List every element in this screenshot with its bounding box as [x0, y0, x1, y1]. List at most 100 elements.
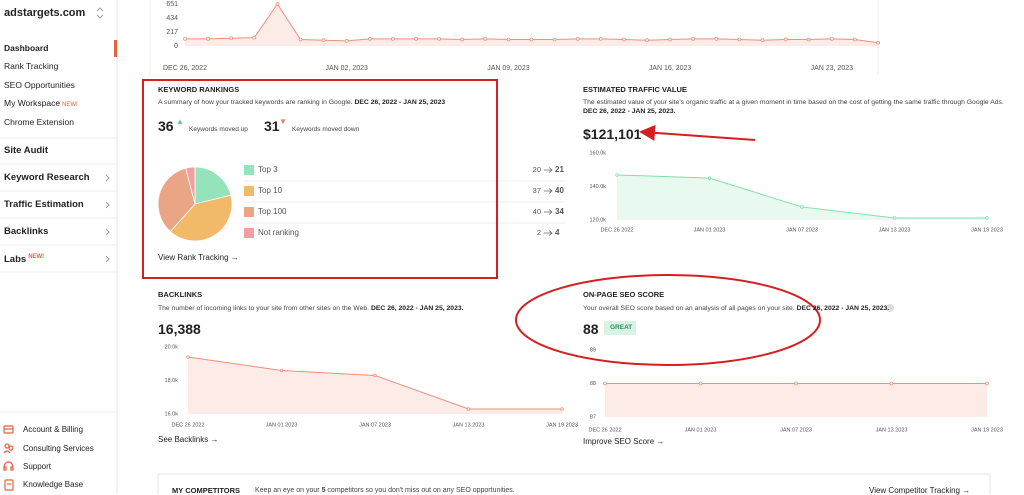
- nav-item[interactable]: SEO Opportunities: [4, 80, 75, 90]
- point: [853, 37, 857, 42]
- competitors-title: MY COMPETITORS: [172, 486, 241, 495]
- current-value: 4: [555, 228, 560, 237]
- previous-value: 2: [537, 228, 541, 237]
- x-tick-label: JAN 07 2023: [786, 227, 818, 233]
- point: [483, 37, 488, 41]
- previous-value: 40: [533, 207, 541, 216]
- footer-link[interactable]: Knowledge Base: [23, 480, 84, 489]
- x-tick-label: JAN 02, 2023: [325, 65, 368, 72]
- nav-item[interactable]: My Workspace NEW!: [4, 99, 78, 108]
- point: [598, 37, 603, 41]
- point: [603, 381, 607, 386]
- see-backlinks[interactable]: See Backlinks →: [158, 435, 219, 444]
- pie-slice: [169, 194, 233, 242]
- point: [876, 40, 880, 45]
- y-tick-label: 0: [174, 43, 178, 50]
- traffic-value: $121,101: [583, 126, 642, 142]
- point: [698, 381, 703, 386]
- point: [889, 381, 894, 386]
- view-rank-tracking[interactable]: View Rank Tracking →: [158, 253, 239, 262]
- footer-icons: [3, 425, 14, 491]
- point: [344, 38, 349, 43]
- nav-section[interactable]: Keyword Research: [4, 172, 90, 183]
- current-value: 21: [555, 165, 564, 174]
- date-range: DEC 26, 2022 - JAN 25, 2023.: [370, 305, 464, 312]
- nav-label: My Workspace: [4, 98, 61, 108]
- description-text: A summary of how your tracked keywords a…: [158, 99, 353, 106]
- point: [466, 407, 471, 411]
- date-range: DEC 26, 2022 - JAN 25, 2023.: [796, 305, 890, 312]
- brand[interactable]: adstargets.com: [4, 7, 86, 19]
- nav-section[interactable]: Labs NEW!: [4, 254, 44, 265]
- card-description: A summary of how your tracked keywords a…: [158, 98, 445, 107]
- point: [806, 37, 811, 42]
- card-title: KEYWORD RANKINGS: [158, 85, 240, 94]
- point: [460, 37, 465, 42]
- point: [186, 355, 190, 359]
- description-text: The number of incoming links to your sit…: [158, 305, 370, 312]
- x-tick-label: DEC 26, 2022: [163, 65, 207, 72]
- text: Keep an eye on your: [255, 487, 320, 494]
- y-tick-label: 140.0k: [589, 184, 606, 190]
- point: [390, 37, 395, 41]
- point: [794, 381, 798, 386]
- legend-swatch: [244, 228, 254, 238]
- point: [275, 2, 280, 6]
- point: [668, 37, 672, 42]
- point: [575, 37, 580, 41]
- x-tick-label: JAN 07 2023: [359, 422, 391, 428]
- change-arrow: [544, 230, 553, 236]
- point: [298, 37, 303, 42]
- legend-swatch: [244, 186, 254, 196]
- footer-link[interactable]: Support: [23, 462, 52, 471]
- x-tick-label: JAN 01 2023: [685, 427, 717, 433]
- change-arrow: [544, 209, 553, 215]
- moved-down-label: Keywords moved down: [292, 126, 360, 133]
- annotation-ellipse: [515, 274, 821, 366]
- nav-section[interactable]: Backlinks: [4, 226, 49, 237]
- nav-section[interactable]: Site Audit: [4, 145, 48, 156]
- point: [985, 216, 989, 220]
- y-tick-label: 120.0k: [589, 217, 606, 223]
- moved-up-count: 36: [158, 118, 174, 134]
- view-competitor-tracking[interactable]: View Competitor Tracking →: [869, 486, 971, 495]
- y-tick-label: 88: [590, 381, 596, 387]
- moved-up-label: Keywords moved up: [189, 126, 248, 133]
- x-tick-label: JAN 19 2023: [971, 427, 1003, 433]
- current-value: 40: [555, 186, 564, 195]
- nav-label: Labs: [4, 254, 27, 266]
- down-icon: ▼: [279, 117, 287, 126]
- new-badge: NEW!: [28, 254, 45, 260]
- legend-rows: [244, 180, 565, 224]
- point: [506, 37, 511, 42]
- point: [985, 381, 989, 386]
- previous-value: 37: [533, 186, 541, 195]
- date-range: DEC 26, 2022 - JAN 25, 2023: [354, 99, 446, 106]
- improve-seo-score[interactable]: Improve SEO Score →: [583, 437, 665, 446]
- legend-swatch: [244, 165, 254, 175]
- nav-item[interactable]: Rank Tracking: [4, 61, 59, 71]
- footer-link[interactable]: Account & Billing: [23, 425, 84, 434]
- active-indicator: [114, 40, 117, 57]
- point: [183, 37, 187, 41]
- up-icon: ▲: [176, 117, 184, 126]
- new-badge: NEW!: [62, 102, 78, 108]
- legend-label: Top 100: [258, 207, 287, 216]
- nav-item[interactable]: Chrome Extension: [4, 117, 74, 127]
- point: [414, 37, 418, 41]
- point: [373, 373, 377, 378]
- nav-item[interactable]: Dashboard: [4, 43, 49, 53]
- x-tick-label: JAN 01 2023: [266, 422, 298, 428]
- point: [279, 368, 284, 373]
- y-tick-label: 651: [166, 1, 178, 8]
- help-icon: [886, 304, 894, 312]
- point: [367, 37, 372, 41]
- footer-link[interactable]: Consulting Services: [23, 444, 94, 453]
- card-description: The number of incoming links to your sit…: [158, 304, 464, 313]
- point: [321, 38, 326, 43]
- point: [760, 38, 765, 43]
- point: [552, 37, 557, 42]
- nav-section[interactable]: Traffic Estimation: [4, 199, 84, 210]
- pie-slice: [185, 166, 196, 205]
